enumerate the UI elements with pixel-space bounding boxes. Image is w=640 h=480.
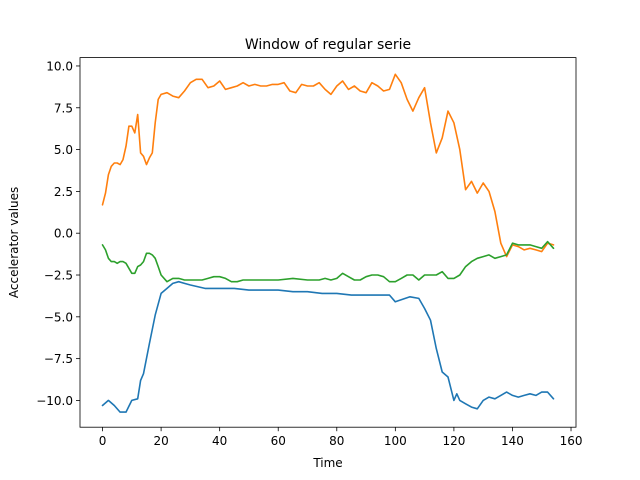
series-lines bbox=[101, 73, 555, 413]
chart-title: Window of regular serie bbox=[245, 37, 411, 53]
y-tick-label: 5.0 bbox=[54, 143, 73, 157]
x-tick-label: 100 bbox=[384, 434, 407, 448]
x-tick-label: 140 bbox=[501, 434, 524, 448]
x-tick-label: 120 bbox=[442, 434, 465, 448]
plot-frame bbox=[79, 57, 577, 428]
series-line-2 bbox=[101, 73, 555, 258]
y-tick-label: −10.0 bbox=[36, 394, 73, 408]
x-tick-label: 80 bbox=[329, 434, 344, 448]
y-tick-label: 0.0 bbox=[54, 227, 73, 241]
x-tick-label: 60 bbox=[271, 434, 286, 448]
x-axis-label: Time bbox=[312, 456, 342, 470]
y-axis-label: Accelerator values bbox=[7, 187, 21, 298]
y-tick-label: −5.0 bbox=[44, 310, 73, 324]
x-tick-label: 20 bbox=[153, 434, 168, 448]
series-line-3 bbox=[101, 240, 555, 283]
y-tick-label: −7.5 bbox=[44, 352, 73, 366]
y-tick-label: 10.0 bbox=[46, 59, 73, 73]
x-tick-label: 40 bbox=[212, 434, 227, 448]
x-tick-label: 0 bbox=[99, 434, 107, 448]
y-tick-label: 7.5 bbox=[54, 101, 73, 115]
y-axis: 10.0 7.5 5.0 2.5 0.0 −2.5 −5.0 −7.5 −10.0 bbox=[36, 59, 80, 408]
x-tick-label: 160 bbox=[560, 434, 583, 448]
y-tick-label: −2.5 bbox=[44, 269, 73, 283]
y-tick-label: 2.5 bbox=[54, 185, 73, 199]
x-axis: 0 20 40 60 80 100 120 140 160 bbox=[99, 427, 583, 448]
series-line-1 bbox=[101, 280, 555, 413]
